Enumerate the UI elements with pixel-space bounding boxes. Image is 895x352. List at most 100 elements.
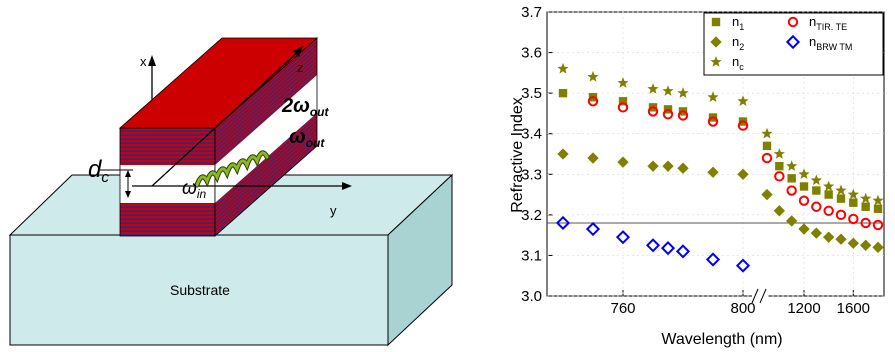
x-tick-label: 1600	[837, 300, 870, 317]
stack-layer-front	[120, 128, 215, 131]
data-point-nbrw-tm	[705, 252, 721, 267]
legend-marker-ntir-te	[787, 16, 799, 28]
stack-layer-front	[120, 160, 215, 163]
data-point-nc	[557, 62, 569, 74]
data-point-nc	[872, 194, 884, 206]
y-axis-label: y	[330, 203, 337, 218]
data-point-ntir-te	[761, 152, 773, 164]
legend-marker-nbrw-tm	[785, 34, 801, 50]
data-point-n2	[707, 166, 719, 178]
stack-layer-front	[120, 228, 215, 231]
data-point-ntir-te	[617, 102, 629, 113]
dc-arrow-up	[125, 170, 131, 177]
data-point-n2	[859, 239, 872, 251]
data-point-n2	[785, 215, 798, 227]
stack-layer-front	[120, 216, 215, 219]
stack-top-face	[118, 37, 319, 129]
y-tick-label: 3.3	[521, 166, 542, 183]
stack-layer-front	[120, 204, 215, 207]
data-point-ntir-te	[786, 185, 797, 196]
data-point-ntir-te	[737, 120, 749, 131]
data-point-ntir-te	[707, 116, 719, 127]
substrate-label: Substrate	[170, 282, 230, 298]
data-point-nc	[847, 188, 859, 200]
data-point-n2	[847, 237, 860, 249]
stack-layer-front	[120, 208, 215, 211]
stack-layer-side	[215, 58, 317, 151]
z-axis-label: z	[297, 60, 304, 75]
data-point-nc	[798, 168, 810, 179]
data-point-n2	[822, 231, 835, 243]
stack-layer-front	[120, 212, 215, 215]
data-point-n1	[873, 204, 883, 213]
stack-layer-side	[215, 142, 317, 235]
y-tick-label: 3.6	[521, 45, 542, 62]
data-point-n2	[662, 160, 674, 172]
data-point-n2	[798, 223, 810, 235]
data-point-ntir-te	[811, 201, 822, 212]
data-point-n2	[557, 148, 569, 160]
data-point-nc	[761, 127, 773, 139]
data-point-n1	[861, 202, 870, 211]
y-tick-label: 3.5	[521, 85, 542, 102]
stack-layer-front	[120, 148, 215, 151]
legend-label-n2: n2	[732, 34, 744, 52]
stack-layer-front	[120, 220, 215, 223]
data-point-n1	[787, 174, 796, 183]
data-point-nc	[677, 87, 689, 98]
data-point-n1	[618, 97, 628, 106]
data-point-nbrw-tm	[555, 215, 571, 231]
z-axis-arrowhead	[293, 46, 303, 57]
stack-layer-side	[215, 66, 317, 159]
data-point-n2	[587, 152, 599, 164]
legend-marker-nc	[710, 56, 722, 67]
y-tick-label: 3.2	[521, 207, 542, 224]
stack-layer-side	[215, 70, 317, 163]
waveguide-diagram: Substrate x z y dc ωin 2ωout ωout	[8, 37, 454, 347]
second-harmonic-wave-fill	[195, 151, 269, 187]
axis-break-mark-2	[759, 288, 767, 304]
omega-out-label: ωout	[289, 126, 325, 150]
stack-layer-side	[215, 42, 317, 135]
refractive-index-chart: 3.03.13.23.33.43.53.63.7 760 800 1200 1600 …	[509, 4, 885, 348]
data-point-n1	[812, 186, 821, 195]
stack-layer-front	[120, 136, 215, 139]
data-point-n1	[799, 182, 809, 191]
data-point-ntir-te	[677, 110, 689, 121]
data-point-n2	[835, 233, 847, 245]
data-point-nc	[587, 71, 599, 82]
y-tick-label: 3.1	[521, 247, 542, 264]
stack-layer-side	[215, 38, 317, 131]
legend-label-nc: nc	[732, 54, 744, 72]
data-point-ntir-te	[587, 96, 599, 107]
stack-layer-side	[215, 118, 317, 211]
data-point-n2	[872, 241, 884, 253]
data-point-nc	[773, 148, 785, 159]
x-axis-arrowhead	[148, 55, 156, 66]
data-point-ntir-te	[774, 171, 785, 182]
data-point-ntir-te	[662, 109, 674, 120]
data-point-n2	[761, 188, 773, 201]
data-point-nc	[786, 160, 798, 171]
stack-layer-side	[215, 134, 317, 227]
data-point-n1	[849, 198, 858, 207]
data-point-nbrw-tm	[735, 258, 751, 273]
stack-layer-front	[120, 152, 215, 155]
y-tick-labels: 3.0 3.1 3.2 3.3 3.4 3.5 3.6 3.7	[521, 4, 542, 305]
omega-in-label: ωin	[182, 178, 206, 201]
data-point-nc	[617, 77, 629, 88]
data-point-n1	[762, 141, 772, 151]
x-tick-labels: 760 800 1200 1600	[610, 300, 870, 317]
stack-layer-front	[120, 224, 215, 227]
stack-layer-front	[120, 132, 215, 135]
data-point-ntir-te	[647, 106, 659, 117]
core-layer-side	[215, 75, 317, 203]
data-point-nbrw-tm	[615, 230, 631, 245]
stack-layer-side	[215, 126, 317, 219]
stack-layer-side	[215, 62, 317, 155]
data-point-nbrw-tm	[585, 221, 601, 237]
data-point-nc	[860, 192, 872, 204]
data-point-n2	[773, 205, 786, 217]
data-point-n2	[737, 168, 749, 180]
dc-label: dc	[88, 156, 109, 186]
